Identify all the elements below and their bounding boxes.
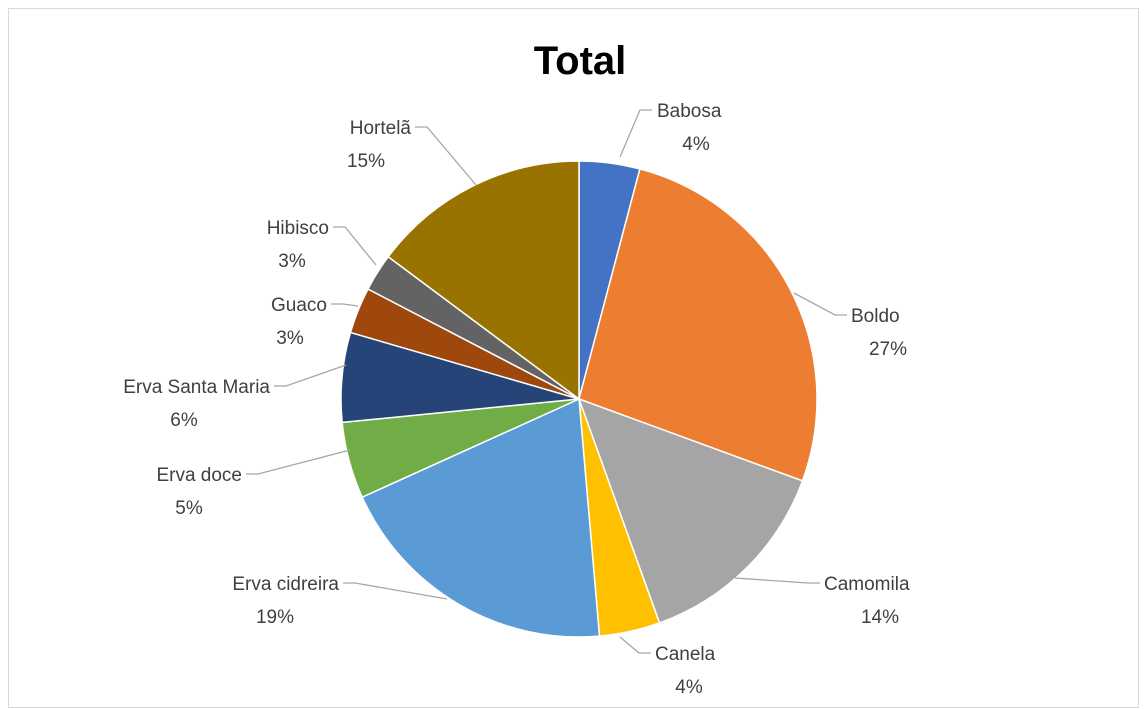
leader-line bbox=[246, 449, 351, 475]
leader-line bbox=[619, 636, 651, 654]
pie-slice-erva-cidreira bbox=[361, 397, 601, 638]
pie-slice-hortel- bbox=[387, 160, 580, 401]
slice-name-label: Babosa bbox=[657, 101, 722, 122]
leader-line bbox=[793, 292, 847, 316]
leader-line bbox=[333, 226, 377, 266]
leader-line bbox=[274, 364, 347, 387]
slice-percent-label: 6% bbox=[170, 410, 198, 431]
slice-percent-label: 19% bbox=[256, 607, 294, 628]
leader-line bbox=[343, 582, 448, 600]
data-labels: Babosa 4% Boldo 27% Camomila 14% Canela 4% Erva … bbox=[123, 101, 910, 698]
pie-chart: Total Babosa 4% Boldo 27% Camomila 14% Canela 4… bbox=[123, 39, 910, 698]
slice-percent-label: 3% bbox=[276, 328, 304, 349]
slice-percent-label: 5% bbox=[175, 498, 203, 519]
slice-name-label: Erva doce bbox=[156, 465, 242, 486]
leader-line bbox=[734, 577, 820, 584]
pie-slice-camomila bbox=[577, 397, 804, 624]
slice-percent-label: 4% bbox=[675, 677, 703, 698]
slice-name-label: Camomila bbox=[824, 574, 910, 595]
slice-percent-label: 27% bbox=[869, 339, 907, 360]
slice-percent-label: 4% bbox=[682, 134, 710, 155]
slice-name-label: Erva cidreira bbox=[232, 574, 339, 595]
slice-name-label: Erva Santa Maria bbox=[123, 377, 270, 398]
slice-name-label: Hibisco bbox=[267, 218, 329, 239]
slice-percent-label: 14% bbox=[861, 607, 899, 628]
slice-name-label: Boldo bbox=[851, 306, 900, 327]
pie-slice-boldo bbox=[578, 168, 818, 482]
pie-slices bbox=[340, 160, 818, 638]
slice-name-label: Canela bbox=[655, 644, 716, 665]
leader-line bbox=[415, 126, 477, 186]
slice-percent-label: 15% bbox=[347, 151, 385, 172]
leader-line bbox=[619, 109, 652, 158]
chart-area: Total Babosa 4% Boldo 27% Camomila 14% Canela 4… bbox=[8, 8, 1139, 708]
slice-percent-label: 3% bbox=[278, 251, 306, 272]
slice-name-label: Guaco bbox=[271, 295, 327, 316]
chart-title: Total bbox=[534, 39, 627, 83]
slice-name-label: Hortelã bbox=[350, 118, 412, 139]
leader-lines bbox=[246, 109, 847, 654]
leader-line bbox=[331, 303, 359, 307]
